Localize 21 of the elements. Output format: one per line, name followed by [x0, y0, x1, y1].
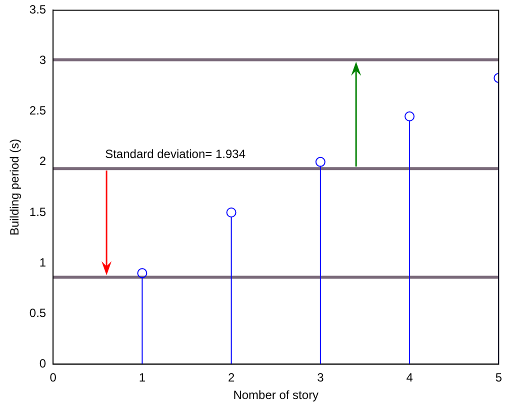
y-axis-title: Building period (s) — [8, 138, 22, 236]
point — [404, 111, 415, 122]
y-tick-label: 2 — [39, 154, 46, 168]
x-tick-label: 1 — [138, 370, 146, 385]
point — [226, 207, 236, 218]
x-tick-label: 0 — [50, 370, 57, 385]
x-axis-title: Nomber of story — [233, 388, 319, 402]
y-tick-label: 0.5 — [29, 306, 46, 320]
point — [315, 156, 326, 167]
x-tick-label: 3 — [317, 370, 324, 385]
x-tick-label: 4 — [406, 370, 414, 385]
y-tick-label: 3 — [39, 53, 46, 68]
y-tick-label: 0 — [39, 356, 46, 371]
x-tick-label: 2 — [228, 370, 235, 385]
y-tick-label: 3.5 — [29, 2, 46, 17]
y-tick-label: 1.5 — [29, 204, 46, 219]
y-tick-label: 1 — [39, 255, 46, 270]
ref-line-label: Standard deviation= 1.934 — [105, 146, 246, 161]
y-tick-label: 2.5 — [29, 104, 46, 118]
x-tick-label: 5 — [495, 370, 502, 385]
point — [137, 268, 148, 278]
